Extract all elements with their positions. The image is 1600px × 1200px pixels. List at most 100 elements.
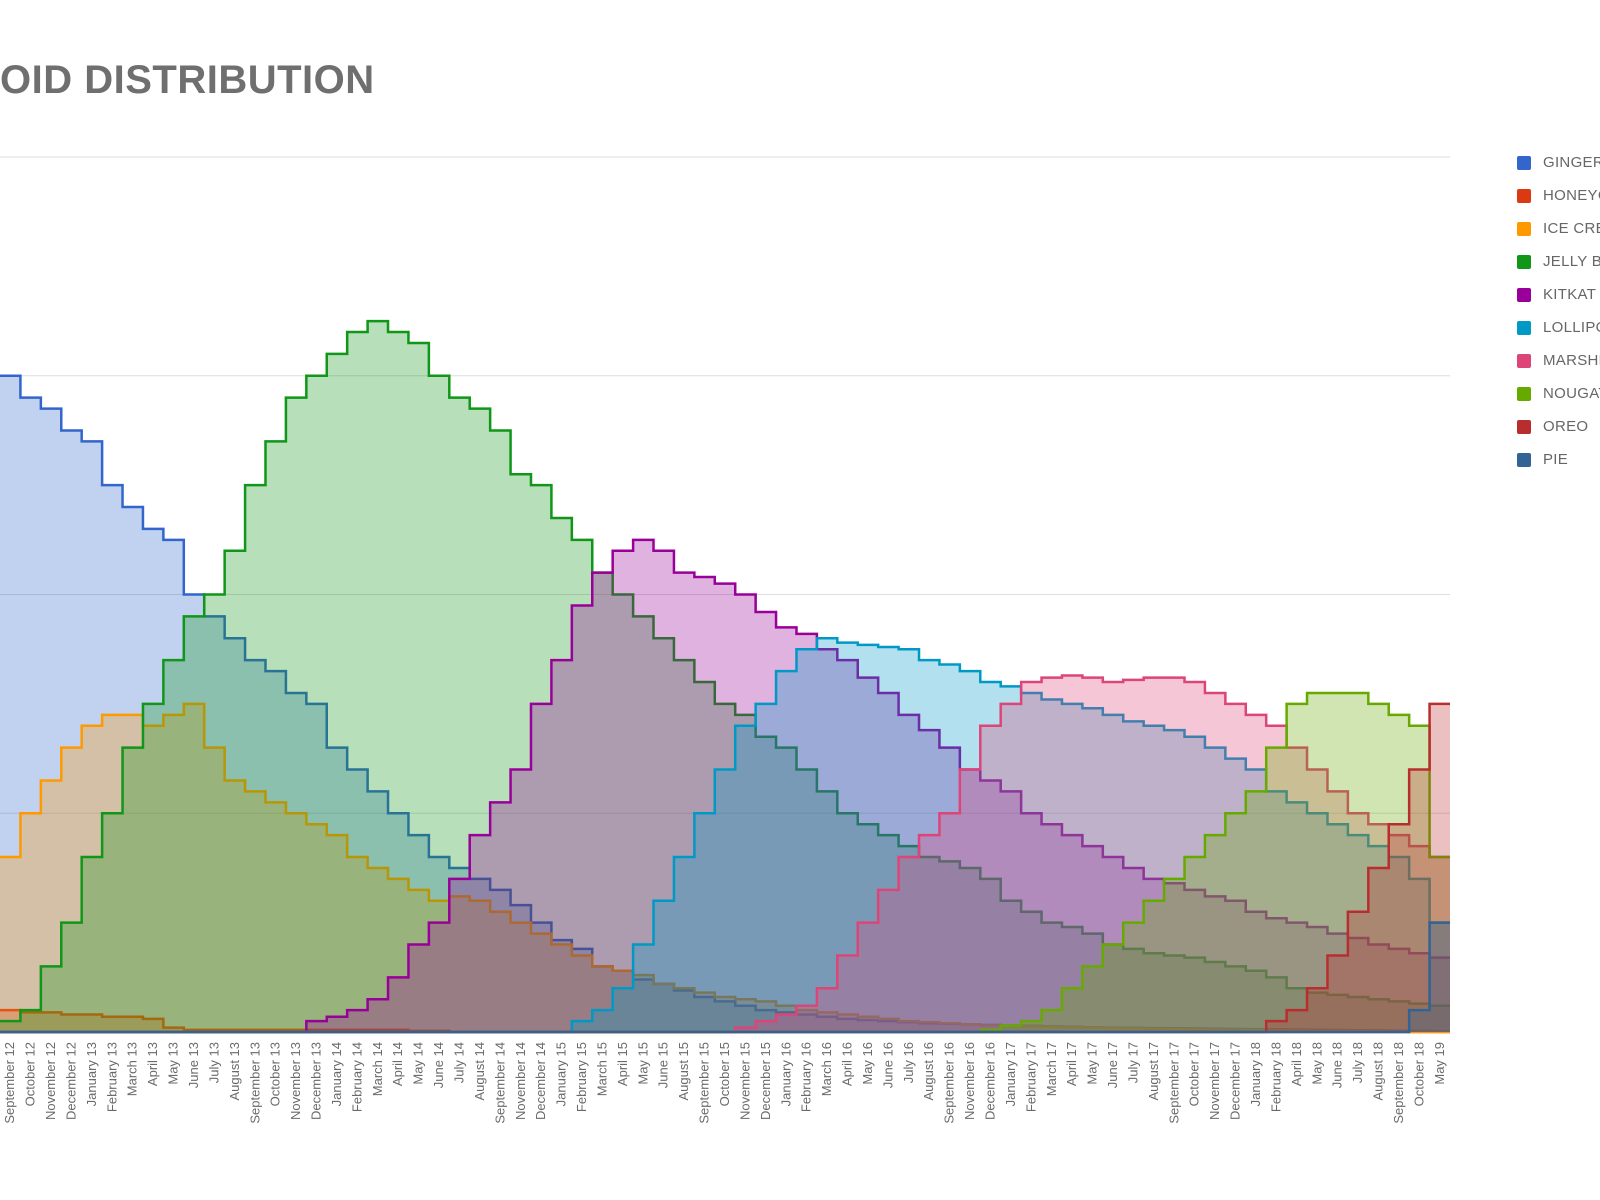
- series-area-jelly-bean: [0, 321, 1450, 1032]
- x-tick-label: September 12: [2, 1042, 17, 1124]
- x-tick-label: February 15: [574, 1042, 589, 1112]
- x-tick-label: March 13: [125, 1042, 140, 1096]
- legend-swatch: [1517, 254, 1531, 269]
- x-tick-label: May 16: [860, 1042, 875, 1085]
- legend-item[interactable]: MARSHMALLOW: [1517, 344, 1600, 377]
- x-tick-label: May 19: [1432, 1042, 1447, 1085]
- series-area-ice-cream-sandwich: [0, 703, 1450, 1032]
- x-tick-label: February 18: [1268, 1042, 1283, 1112]
- x-tick-label: January 13: [84, 1042, 99, 1106]
- legend-swatch: [1517, 419, 1531, 434]
- legend-label: ICE CREAM SANDWICH: [1543, 220, 1600, 237]
- x-tick-label: August 14: [472, 1042, 487, 1101]
- series-area-lollipop: [0, 638, 1450, 1032]
- x-tick-label: April 15: [615, 1042, 630, 1086]
- x-tick-label: July 17: [1125, 1042, 1140, 1083]
- x-tick-label: June 17: [1105, 1042, 1120, 1088]
- x-tick-label: May 15: [635, 1042, 650, 1085]
- legend-swatch: [1517, 353, 1531, 368]
- legend-swatch: [1517, 452, 1531, 467]
- x-tick-label: April 14: [390, 1042, 405, 1086]
- legend-swatch: [1517, 188, 1531, 203]
- legend-swatch: [1517, 386, 1531, 401]
- x-tick-label: November 16: [962, 1042, 977, 1120]
- x-tick-label: October 18: [1411, 1042, 1426, 1106]
- x-tick-label: December 13: [309, 1042, 324, 1120]
- legend-swatch: [1517, 155, 1531, 170]
- x-tick-label: March 16: [819, 1042, 834, 1096]
- x-tick-label: January 17: [1003, 1042, 1018, 1106]
- x-tick-label: February 17: [1023, 1042, 1038, 1112]
- x-tick-label: December 15: [758, 1042, 773, 1120]
- x-tick-label: June 13: [186, 1042, 201, 1088]
- x-tick-label: November 15: [737, 1042, 752, 1120]
- x-tick-label: May 14: [411, 1042, 426, 1085]
- x-tick-label: July 14: [452, 1042, 467, 1083]
- x-tick-label: September 17: [1166, 1042, 1181, 1124]
- legend-label: JELLY BEAN: [1543, 253, 1600, 270]
- legend-item[interactable]: JELLY BEAN: [1517, 245, 1600, 278]
- x-tick-label: September 18: [1391, 1042, 1406, 1124]
- x-tick-label: April 17: [1064, 1042, 1079, 1086]
- x-tick-label: August 17: [1146, 1042, 1161, 1101]
- x-tick-label: November 17: [1207, 1042, 1222, 1120]
- x-axis: September 12 October 12 November 12 Decembe…: [2, 1042, 1447, 1124]
- legend-item[interactable]: ICE CREAM SANDWICH: [1517, 212, 1600, 245]
- series-line-pie: [0, 921, 1450, 1034]
- x-tick-label: June 15: [656, 1042, 671, 1088]
- series-area-honeycomb: [0, 1010, 1450, 1032]
- x-tick-label: December 17: [1228, 1042, 1243, 1120]
- x-tick-label: January 15: [554, 1042, 569, 1106]
- x-tick-label: October 17: [1187, 1042, 1202, 1106]
- x-tick-label: January 16: [778, 1042, 793, 1106]
- x-tick-label: November 12: [43, 1042, 58, 1120]
- series-areas: [0, 319, 1450, 1034]
- legend-label: PIE: [1543, 451, 1569, 468]
- x-tick-label: October 15: [717, 1042, 732, 1106]
- legend-label: LOLLIPOP: [1543, 319, 1600, 336]
- x-tick-label: August 13: [227, 1042, 242, 1101]
- legend-item[interactable]: KITKAT: [1517, 278, 1600, 311]
- x-tick-label: November 14: [513, 1042, 528, 1120]
- series-area-gingerbread: [0, 375, 1450, 1032]
- x-tick-label: September 13: [247, 1042, 262, 1124]
- x-tick-label: July 18: [1350, 1042, 1365, 1083]
- x-tick-label: February 13: [104, 1042, 119, 1112]
- legend-item[interactable]: NOUGAT: [1517, 377, 1600, 410]
- legend-swatch: [1517, 221, 1531, 236]
- legend-item[interactable]: GINGERBREAD: [1517, 146, 1600, 179]
- series-area-kitkat: [0, 539, 1450, 1032]
- x-tick-label: February 14: [349, 1042, 364, 1112]
- x-tick-label: September 14: [492, 1042, 507, 1124]
- x-tick-label: June 14: [431, 1042, 446, 1088]
- legend-item[interactable]: PIE: [1517, 443, 1600, 476]
- x-tick-label: December 14: [533, 1042, 548, 1120]
- legend-swatch: [1517, 287, 1531, 302]
- x-tick-label: August 16: [921, 1042, 936, 1101]
- series-line-kitkat: [0, 538, 1450, 1034]
- x-tick-label: April 16: [840, 1042, 855, 1086]
- series-line-jelly-bean: [0, 319, 1450, 1023]
- x-tick-label: March 14: [370, 1042, 385, 1096]
- legend-item[interactable]: LOLLIPOP: [1517, 311, 1600, 344]
- legend-label: MARSHMALLOW: [1543, 352, 1600, 369]
- legend-label: GINGERBREAD: [1543, 154, 1600, 171]
- legend-swatch: [1517, 320, 1531, 335]
- x-tick-label: December 16: [982, 1042, 997, 1120]
- x-tick-label: June 16: [880, 1042, 895, 1088]
- x-tick-label: August 18: [1371, 1042, 1386, 1101]
- legend-label: OREO: [1543, 418, 1589, 435]
- legend: GINGERBREAD HONEYCOMB ICE CREAM SANDWICH JE…: [1517, 146, 1600, 476]
- series-area-marshmallow: [0, 675, 1450, 1032]
- x-tick-label: January 14: [329, 1042, 344, 1106]
- legend-label: HONEYCOMB: [1543, 187, 1600, 204]
- x-tick-label: April 18: [1289, 1042, 1304, 1086]
- legend-label: KITKAT: [1543, 286, 1597, 303]
- x-tick-label: September 16: [942, 1042, 957, 1124]
- legend-item[interactable]: HONEYCOMB: [1517, 179, 1600, 212]
- x-tick-label: October 12: [23, 1042, 38, 1106]
- x-tick-label: May 18: [1309, 1042, 1324, 1085]
- x-tick-label: March 15: [594, 1042, 609, 1096]
- legend-item[interactable]: OREO: [1517, 410, 1600, 443]
